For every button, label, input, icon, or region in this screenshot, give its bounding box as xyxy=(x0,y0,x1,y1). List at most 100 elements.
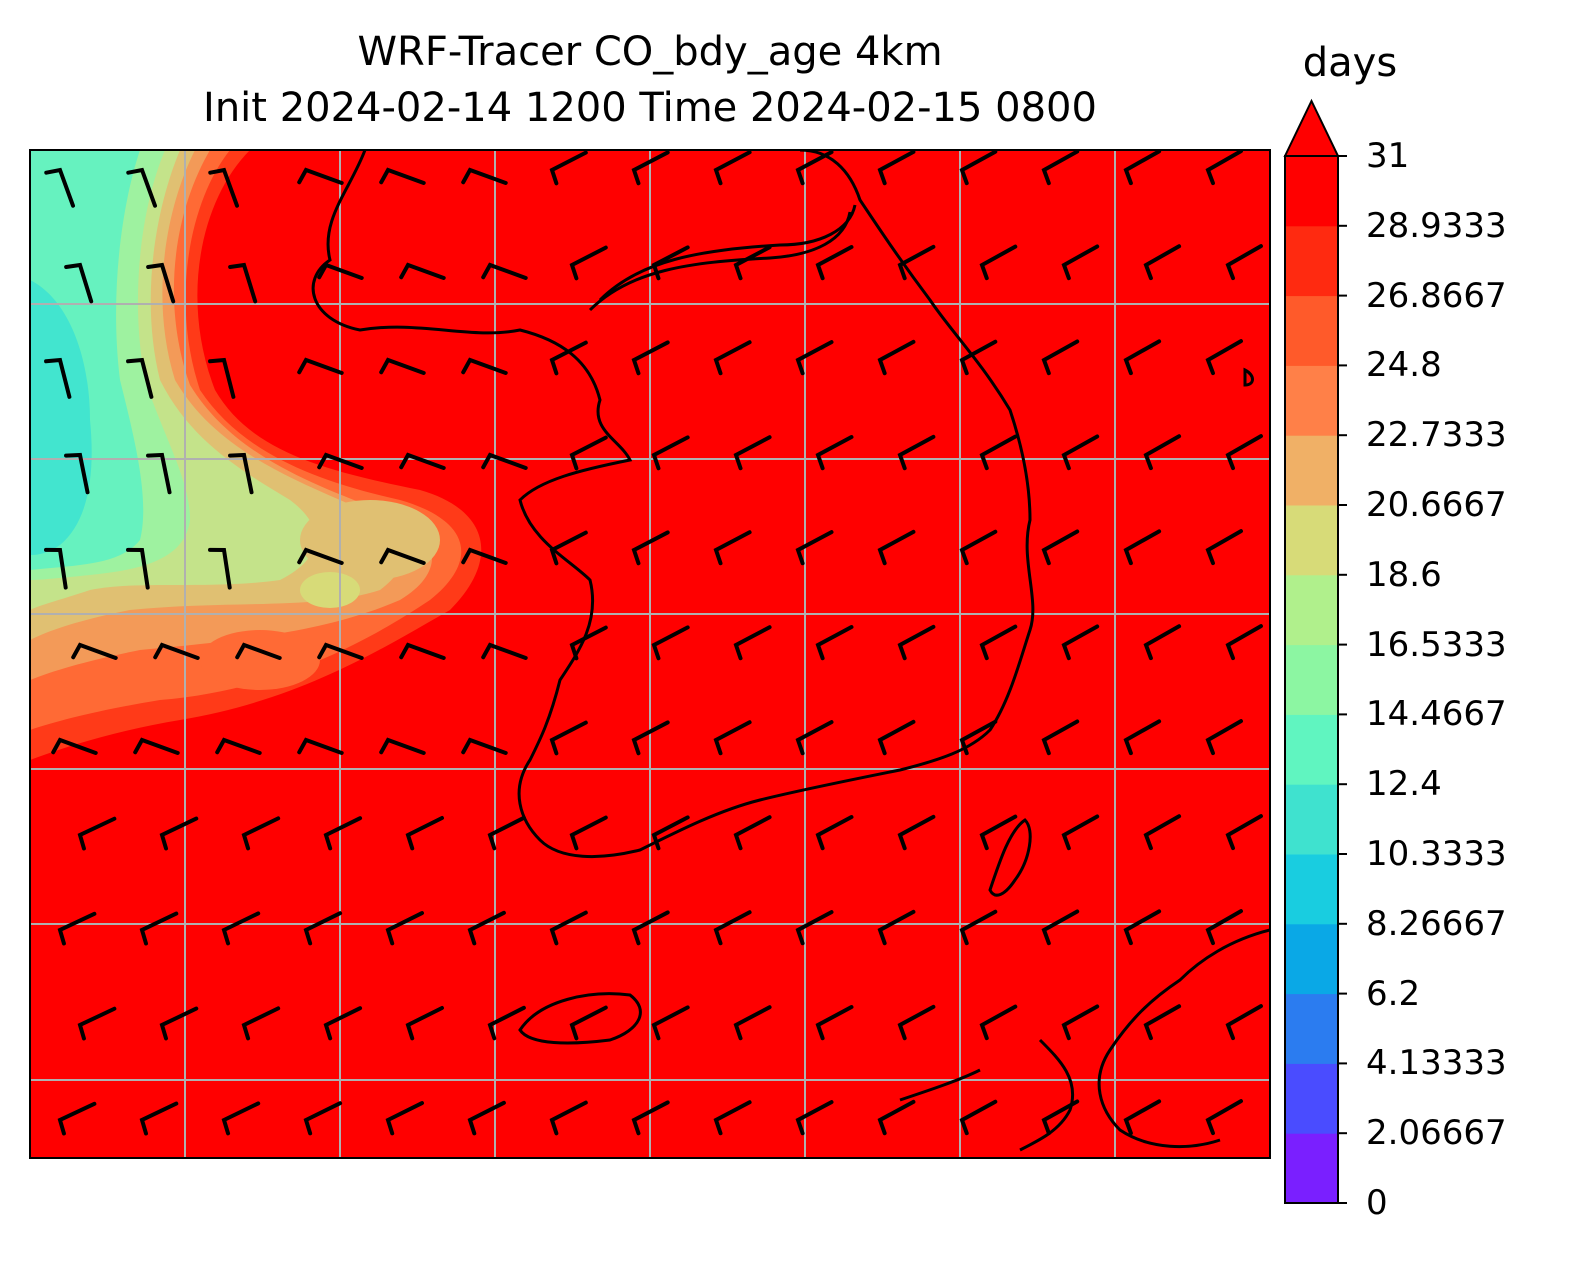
colorbar-tick-label: 28.9333 xyxy=(1366,205,1507,246)
wind-barb xyxy=(303,1101,343,1136)
wind-barb xyxy=(481,642,528,660)
wind-barb xyxy=(1061,624,1100,661)
wind-barb xyxy=(467,910,506,946)
wind-barb xyxy=(1123,150,1162,186)
wind-barb xyxy=(57,911,97,946)
colorbar xyxy=(1283,98,1347,1204)
colorbar-extend-arrow xyxy=(1283,98,1340,157)
wind-barb xyxy=(877,1099,916,1136)
wind-barb xyxy=(64,262,94,304)
wind-barb xyxy=(1143,624,1182,661)
wind-barb xyxy=(549,340,588,376)
colorbar-tick-label: 22.7333 xyxy=(1366,415,1507,456)
wind-barb xyxy=(569,435,608,471)
wind-barb xyxy=(1123,1099,1162,1136)
wind-barb xyxy=(303,911,343,946)
wind-barb xyxy=(959,150,998,186)
wind-barb xyxy=(815,625,854,661)
wind-barb xyxy=(897,1004,936,1041)
wind-barb xyxy=(241,1006,281,1041)
wind-barb xyxy=(64,452,90,495)
wind-barb xyxy=(1041,1099,1080,1136)
wind-barb xyxy=(979,434,1018,471)
wind-barb xyxy=(77,816,117,851)
wind-barb xyxy=(631,910,670,946)
wind-barb xyxy=(1123,719,1162,756)
wind-barb xyxy=(126,547,150,590)
wind-barb xyxy=(549,150,588,186)
wind-barb xyxy=(139,1101,179,1136)
title-line-1: WRF-Tracer CO_bdy_age 4km xyxy=(357,29,943,75)
wind-barb xyxy=(317,452,364,470)
wind-barb xyxy=(815,815,854,851)
wind-barb xyxy=(631,340,670,376)
wind-barb xyxy=(317,642,364,660)
wind-barb xyxy=(228,452,254,495)
colorbar-segment xyxy=(1285,505,1338,576)
wind-barb xyxy=(651,245,690,281)
wind-barb xyxy=(126,357,154,399)
wind-barb xyxy=(487,815,526,851)
wind-barb xyxy=(959,339,998,376)
wind-barb xyxy=(1123,909,1162,946)
wind-barb xyxy=(815,435,854,471)
wind-barb xyxy=(405,1005,444,1041)
wind-barb xyxy=(877,150,916,186)
wind-barb xyxy=(385,911,424,946)
wind-barb xyxy=(399,642,446,660)
wind-barb xyxy=(146,262,176,304)
wind-barb xyxy=(126,167,157,208)
wind-barb xyxy=(405,815,444,851)
wind-barb xyxy=(651,625,690,661)
gridlines xyxy=(30,150,1270,1158)
wind-barb xyxy=(733,245,772,281)
colorbar-tick-label: 0 xyxy=(1366,1183,1388,1223)
wind-barb xyxy=(228,262,258,304)
wind-barb xyxy=(713,720,752,756)
wind-barb xyxy=(549,530,588,566)
colorbar-tick-label: 12.4 xyxy=(1366,764,1442,805)
wind-barb xyxy=(1205,909,1243,946)
wind-barb xyxy=(221,911,261,946)
wind-barb xyxy=(713,530,752,566)
colorbar-tick-label: 10.3333 xyxy=(1366,834,1507,874)
wind-barbs xyxy=(44,150,1263,1136)
wind-barb xyxy=(1225,1004,1263,1041)
wind-barb xyxy=(1123,529,1162,566)
colorbar-segment xyxy=(1285,923,1338,995)
wind-barb xyxy=(1143,244,1182,281)
wind-barb xyxy=(1041,339,1080,376)
wind-barb xyxy=(379,547,426,565)
wind-barb xyxy=(877,719,916,756)
wind-barb xyxy=(481,262,528,280)
wind-barb xyxy=(461,357,508,375)
wind-barb xyxy=(153,642,200,660)
wind-barb xyxy=(57,1101,97,1136)
wind-barb xyxy=(897,244,936,281)
wind-barb xyxy=(379,357,426,375)
wind-barb xyxy=(221,1101,261,1136)
wind-barb xyxy=(897,814,936,851)
wind-barb xyxy=(379,167,426,185)
wind-barb xyxy=(713,1100,752,1136)
wind-barb xyxy=(461,547,508,565)
wind-barb xyxy=(297,737,344,755)
wind-barb xyxy=(1041,150,1080,186)
plot-frame xyxy=(29,149,1271,1159)
colorbar-tick-label: 4.13333 xyxy=(1366,1043,1507,1084)
colorbar-segment xyxy=(1285,225,1338,297)
wind-barb xyxy=(549,910,588,946)
wind-barb xyxy=(959,909,998,946)
wind-barb xyxy=(215,737,262,755)
colorbar-segment xyxy=(1285,854,1338,925)
wind-barb xyxy=(44,357,72,399)
wind-barb xyxy=(713,150,752,186)
wind-barb xyxy=(651,1005,690,1041)
wind-barb xyxy=(71,642,118,660)
wind-barb xyxy=(379,737,426,755)
wind-barb xyxy=(1061,1004,1100,1041)
wind-barb xyxy=(235,642,282,660)
wind-barb xyxy=(795,910,834,946)
wind-barb xyxy=(651,815,690,851)
